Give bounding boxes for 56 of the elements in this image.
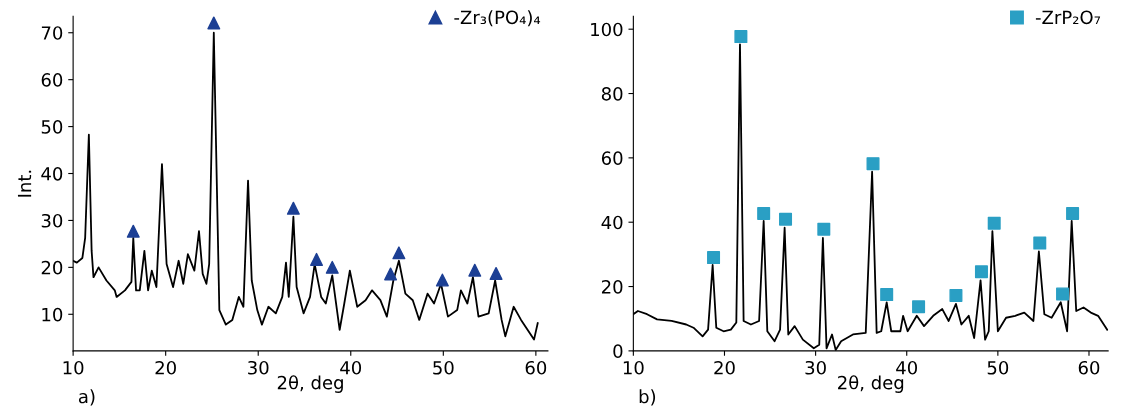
point	[912, 300, 926, 314]
x-tick-label: 10	[63, 360, 84, 375]
y-tick-label: 40	[41, 166, 63, 181]
point	[392, 246, 406, 260]
point	[310, 252, 324, 266]
y-tick-label: 80	[601, 86, 623, 101]
point	[468, 263, 482, 277]
point	[734, 30, 748, 44]
y-tick-label: 20	[601, 280, 623, 294]
x-tick-label: 20	[714, 360, 735, 375]
x-tick-label: 40	[340, 360, 362, 375]
point	[286, 201, 300, 215]
y-axis-title: Int.	[17, 170, 32, 197]
y-tick-label: 0	[613, 344, 623, 358]
x-tick-label: 30	[805, 360, 826, 375]
point	[1066, 207, 1080, 221]
x-tick-label: 20	[155, 360, 176, 375]
y-tick-label: 50	[41, 120, 63, 134]
point	[384, 267, 398, 281]
legend-label: -Zr₃(PO₄)₄	[454, 10, 541, 27]
x-axis-title: 2θ, deg	[277, 375, 343, 393]
x-tick-label: 50	[987, 360, 1009, 375]
x-tick-label: 60	[525, 360, 547, 375]
point	[325, 260, 339, 274]
x-tick-label: 10	[623, 360, 644, 375]
point	[949, 289, 963, 303]
point	[1033, 236, 1047, 250]
y-tick-label: 60	[601, 151, 623, 165]
point	[880, 288, 894, 302]
point	[974, 265, 988, 279]
x-tick-label: 30	[248, 360, 269, 375]
text: b)	[639, 389, 656, 406]
x-axis-title: 2θ, deg	[838, 375, 904, 393]
point	[126, 224, 140, 238]
point	[207, 16, 221, 30]
x-tick-label: 60	[1078, 360, 1100, 375]
point	[489, 266, 503, 280]
point	[779, 212, 793, 226]
x-tick-label: 40	[896, 360, 918, 375]
point	[1056, 287, 1070, 301]
point	[435, 273, 449, 287]
text: a)	[78, 389, 95, 406]
legend-label: -ZrP₂O₇	[1035, 10, 1101, 25]
x-tick-label: 50	[433, 360, 454, 375]
y-tick-label: 100	[591, 22, 623, 37]
y-tick-label: 60	[41, 73, 63, 87]
point	[866, 157, 880, 171]
y-tick-label: 30	[41, 213, 63, 228]
y-tick-label: 10	[42, 307, 63, 322]
y-tick-label: 20	[41, 260, 63, 275]
y-tick-label: 40	[601, 215, 623, 230]
point	[817, 222, 831, 236]
y-tick-label: 70	[41, 26, 63, 40]
point	[987, 216, 1001, 230]
point	[757, 207, 771, 221]
point	[707, 251, 721, 265]
